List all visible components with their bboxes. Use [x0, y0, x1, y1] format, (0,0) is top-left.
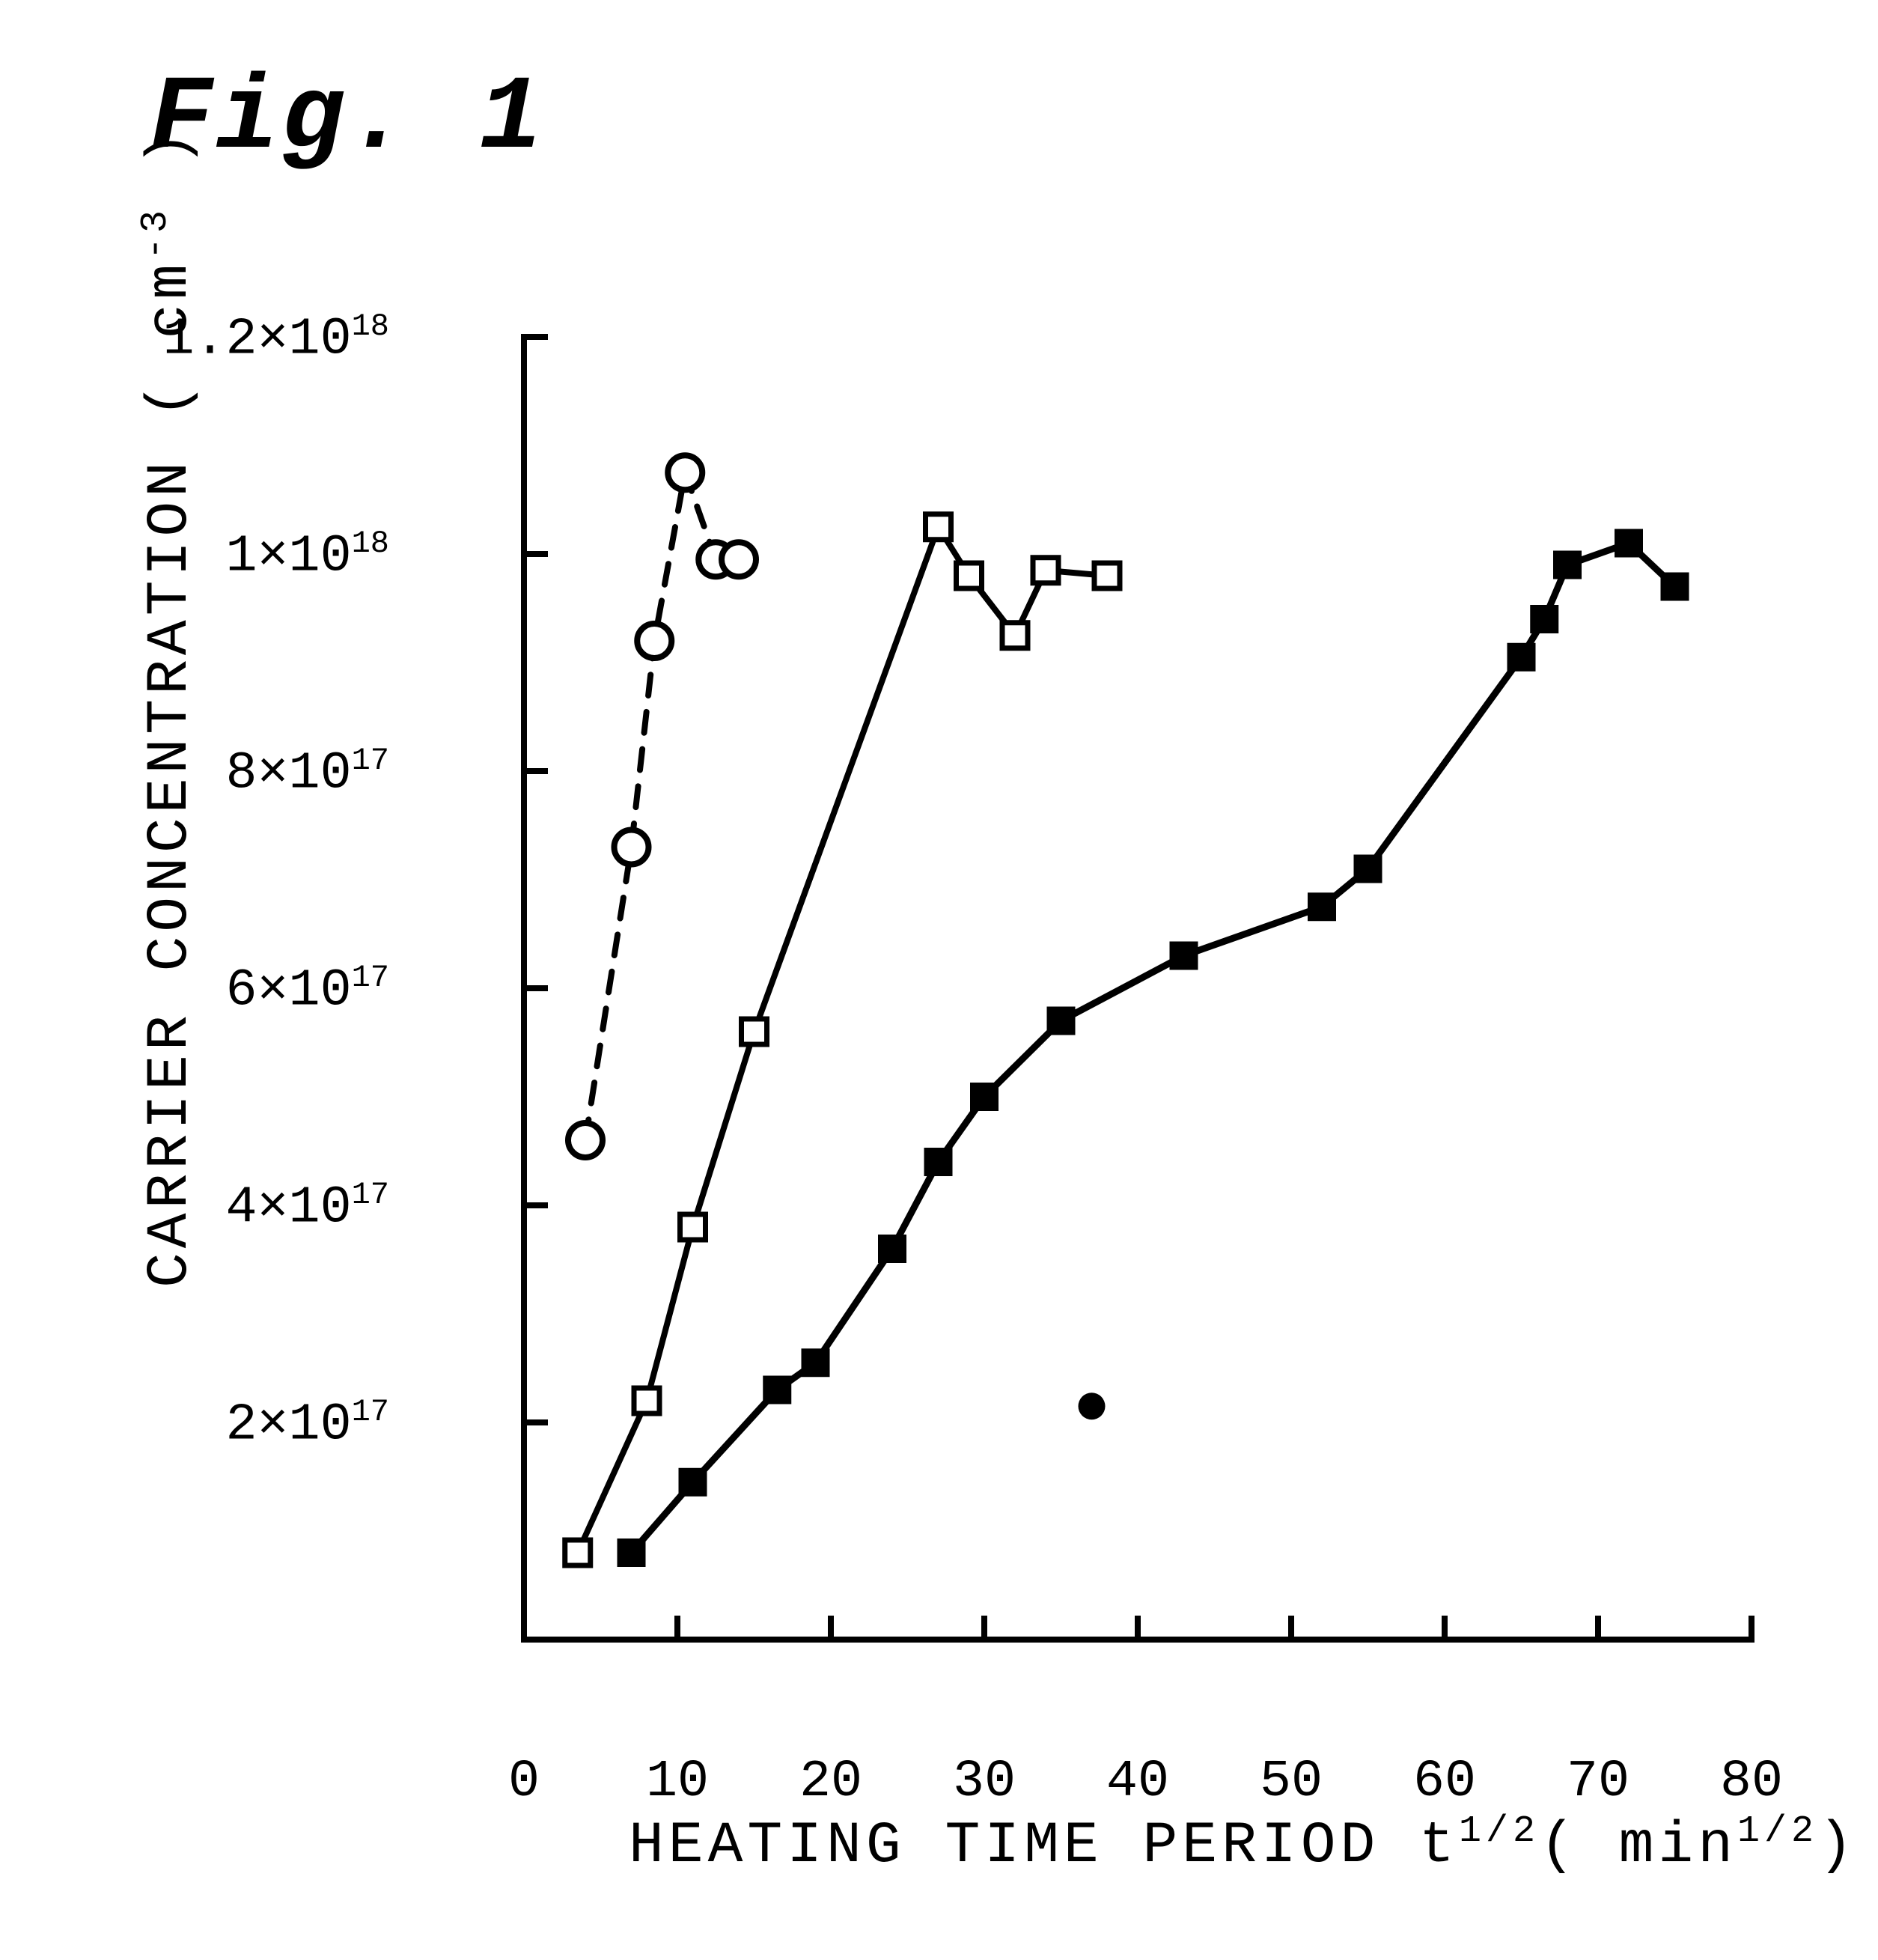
figure-title: Fig. 1 [150, 60, 545, 179]
chart-container: CARRIER CONCENTRATION ( cm-3 ) HEATING T… [105, 314, 1789, 1887]
y-axis-label-close: ) [138, 127, 204, 206]
y-axis-label-sup: -3 [135, 206, 177, 260]
x-tick-label: 70 [1567, 1753, 1629, 1812]
x-axis-unit-close: ) [1818, 1813, 1858, 1879]
y-tick-label: 6×1017 [226, 960, 389, 1020]
y-tick-label: 1.2×1018 [163, 308, 389, 369]
x-axis-label-text: HEATING TIME PERIOD t [629, 1813, 1459, 1879]
x-tick-label: 20 [799, 1753, 862, 1812]
x-tick-label: 30 [953, 1753, 1016, 1812]
x-axis-unit-open: ( min [1540, 1813, 1737, 1879]
x-tick-label: 10 [646, 1753, 709, 1812]
x-tick-label: 60 [1413, 1753, 1476, 1812]
y-axis-label-text: CARRIER CONCENTRATION ( cm [138, 260, 204, 1288]
x-tick-label: 40 [1106, 1753, 1169, 1812]
x-axis-label-sup1: 1/2 [1459, 1810, 1540, 1853]
y-tick-label: 1×1018 [226, 526, 389, 586]
page: Fig. 1 CARRIER CONCENTRATION ( cm-3 ) HE… [0, 0, 1878, 1960]
y-axis-label: CARRIER CONCENTRATION ( cm-3 ) [135, 127, 204, 1288]
y-tick-label: 8×1017 [226, 743, 389, 803]
x-tick-label: 50 [1260, 1753, 1323, 1812]
x-axis-label-sup2: 1/2 [1737, 1810, 1818, 1853]
y-tick-label: 2×1017 [226, 1394, 389, 1455]
y-tick-label: 4×1017 [226, 1177, 389, 1238]
x-tick-label: 80 [1720, 1753, 1783, 1812]
x-tick-label: 0 [508, 1753, 540, 1812]
x-axis-label: HEATING TIME PERIOD t1/2( min1/2) [629, 1810, 1858, 1879]
